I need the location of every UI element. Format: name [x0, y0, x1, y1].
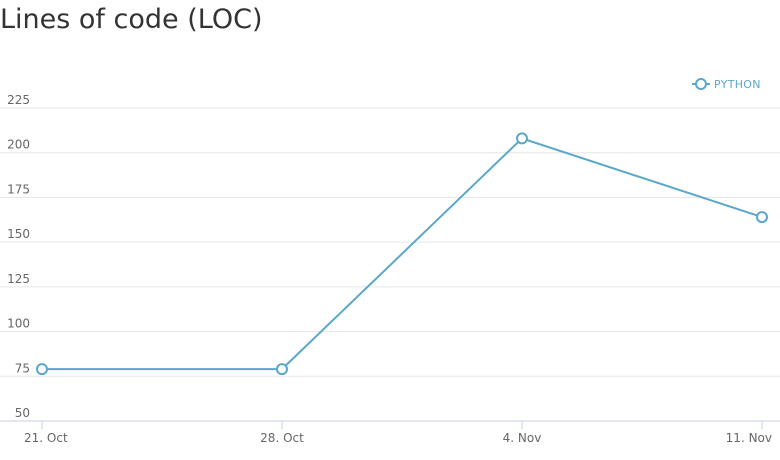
- data-point[interactable]: [516, 132, 528, 145]
- y-tick-label: 125: [7, 272, 30, 286]
- y-tick-label: 50: [15, 406, 30, 420]
- series-line-python: [42, 137, 763, 371]
- data-point[interactable]: [276, 363, 288, 376]
- y-tick-label: 150: [7, 227, 30, 241]
- y-tick-label: 225: [7, 93, 30, 107]
- legend-marker-icon: [695, 78, 707, 90]
- y-axis: 50 75 100 125 150 175 200 225: [7, 93, 30, 420]
- x-axis: 21. Oct 28. Oct 4. Nov 11. Nov: [24, 421, 772, 445]
- x-tick-label: 21. Oct: [24, 431, 68, 445]
- data-point[interactable]: [36, 363, 48, 376]
- legend-label-python[interactable]: PYTHON: [714, 78, 761, 91]
- y-tick-label: 200: [7, 138, 30, 152]
- chart-title: Lines of code (LOC): [0, 4, 263, 35]
- y-tick-label: 100: [7, 317, 30, 331]
- x-tick-label: 11. Nov: [726, 431, 772, 445]
- legend[interactable]: PYTHON: [692, 78, 761, 91]
- x-tick-label: 28. Oct: [260, 431, 304, 445]
- gridlines: [0, 107, 780, 422]
- y-tick-label: 75: [15, 361, 30, 375]
- x-tick-label: 4. Nov: [503, 431, 542, 445]
- y-tick-label: 175: [7, 182, 30, 196]
- series-group: [36, 132, 768, 376]
- data-point[interactable]: [756, 211, 768, 224]
